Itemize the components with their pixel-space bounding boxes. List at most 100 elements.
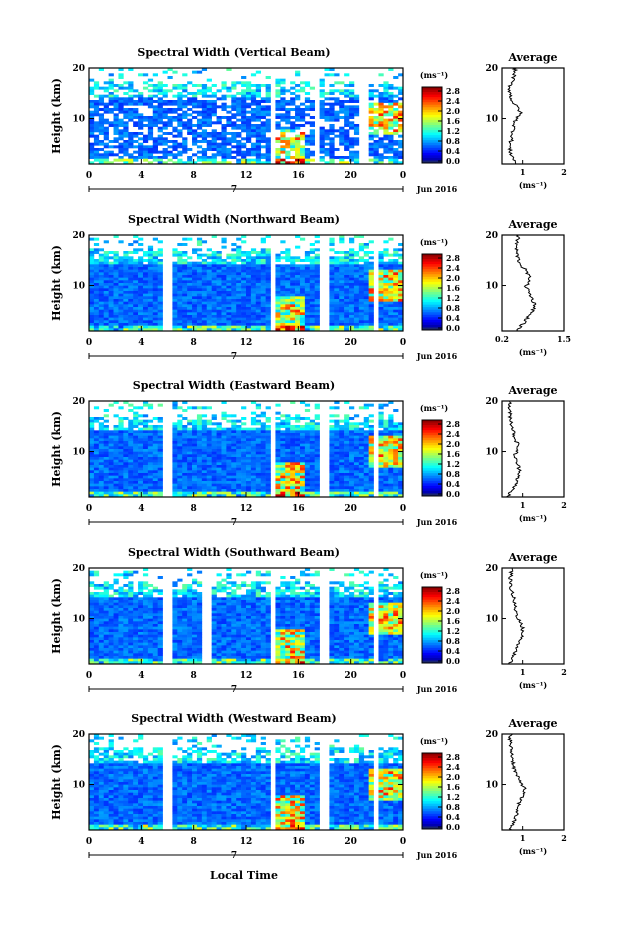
heatmap-cell [368, 465, 374, 468]
heatmap-cell [265, 406, 271, 410]
heatmap-cell [363, 251, 369, 254]
heatmap-cell [123, 491, 129, 495]
heatmap-cell [108, 328, 114, 332]
heatmap-cell [128, 309, 134, 313]
heatmap-cell [211, 113, 217, 117]
heatmap-cell [128, 94, 134, 98]
heatmap-cell [349, 248, 355, 252]
heatmap-cell [162, 132, 168, 135]
heatmap-cell [157, 129, 163, 133]
heatmap-cell [241, 89, 247, 93]
heatmap-cell [133, 411, 139, 415]
colorbar-segment [422, 130, 442, 133]
heatmap-cell [211, 299, 217, 302]
heatmap-cell [196, 430, 203, 434]
heatmap-cell [216, 425, 222, 428]
heatmap-cell [113, 328, 119, 332]
heatmap-cell [304, 454, 311, 458]
heatmap-cell [211, 325, 217, 329]
heatmap-cell [226, 256, 232, 260]
heatmap-cell [275, 443, 281, 447]
heatmap-cell [196, 459, 203, 463]
heatmap-cell [246, 462, 252, 466]
heatmap-cell [128, 97, 134, 101]
heatmap-cell [295, 110, 301, 114]
heatmap-cell [329, 323, 335, 326]
heatmap-cell [275, 422, 281, 426]
heatmap-cell [383, 156, 389, 159]
heatmap-cell [250, 94, 257, 98]
heatmap-cell [260, 267, 266, 270]
heatmap-cell [172, 401, 178, 404]
heatmap-cell [241, 94, 247, 98]
heatmap-cell [324, 110, 330, 114]
heatmap-cell [206, 118, 212, 122]
heatmap-cell [373, 145, 379, 149]
heatmap-cell [187, 283, 193, 286]
heatmap-cell [329, 433, 335, 436]
heatmap-cell [250, 251, 257, 254]
heatmap-cell [201, 304, 208, 308]
heatmap-cell [147, 267, 154, 270]
heatmap-cell [226, 427, 232, 431]
heatmap-cell [304, 443, 311, 447]
heatmap-cell [177, 288, 183, 292]
heatmap-cell [378, 121, 384, 125]
heatmap-cell [260, 435, 266, 439]
heatmap-cell [152, 291, 158, 294]
heatmap-cell [334, 269, 340, 273]
heatmap-cell [388, 94, 394, 98]
heatmap-cell [157, 489, 163, 492]
heatmap-cell [98, 161, 105, 165]
x-tick-label: 12 [240, 504, 253, 514]
heatmap-cell [108, 475, 114, 479]
heatmap-cell [250, 132, 257, 135]
heatmap-cell [368, 145, 374, 149]
heatmap-cell [285, 325, 291, 329]
heatmap-cell [167, 158, 173, 162]
heatmap-cell [157, 81, 163, 85]
heatmap-cell [128, 419, 134, 423]
heatmap-cell [147, 323, 154, 326]
heatmap-cell [196, 237, 203, 241]
heatmap-cell [93, 264, 100, 268]
colorbar-tick-label: 0.4 [446, 313, 460, 323]
heatmap-cell [275, 78, 281, 82]
heatmap-cell [133, 285, 139, 289]
heatmap-cell [304, 113, 311, 117]
heatmap-cell [334, 264, 340, 268]
avg-y-tick-label: 20 [485, 231, 498, 241]
heatmap-cell [221, 84, 227, 87]
heatmap-cell [211, 443, 217, 447]
heatmap-cell [187, 441, 193, 444]
heatmap-cell [250, 102, 257, 106]
heatmap-cell [152, 113, 158, 117]
heatmap-cell [98, 121, 105, 125]
heatmap-cell [211, 489, 217, 492]
heatmap-cell [152, 459, 158, 463]
heatmap-cell [241, 161, 247, 165]
heatmap-cell [378, 105, 384, 109]
heatmap-cell [133, 150, 139, 154]
heatmap-cell [231, 438, 237, 442]
heatmap-cell [304, 277, 311, 281]
heatmap-cell [133, 317, 139, 321]
heatmap-cell [275, 491, 281, 495]
heatmap-cell [378, 277, 384, 281]
heatmap-cell [172, 441, 178, 444]
heatmap-cell [182, 113, 188, 117]
heatmap-cell [304, 153, 311, 157]
heatmap-cell [98, 304, 105, 308]
heatmap-cell [113, 113, 119, 117]
heatmap-cell [398, 301, 404, 305]
heatmap-cell [255, 253, 262, 257]
colorbar-tick-label: 0.8 [446, 303, 460, 313]
heatmap-cell [113, 320, 119, 324]
heatmap-cell [260, 132, 266, 135]
heatmap-cell [299, 124, 306, 127]
heatmap-cell [383, 291, 389, 294]
heatmap-cell [255, 315, 262, 318]
heatmap-cell [93, 158, 100, 162]
x-tick-label: 12 [240, 338, 253, 348]
heatmap-cell [275, 291, 281, 294]
